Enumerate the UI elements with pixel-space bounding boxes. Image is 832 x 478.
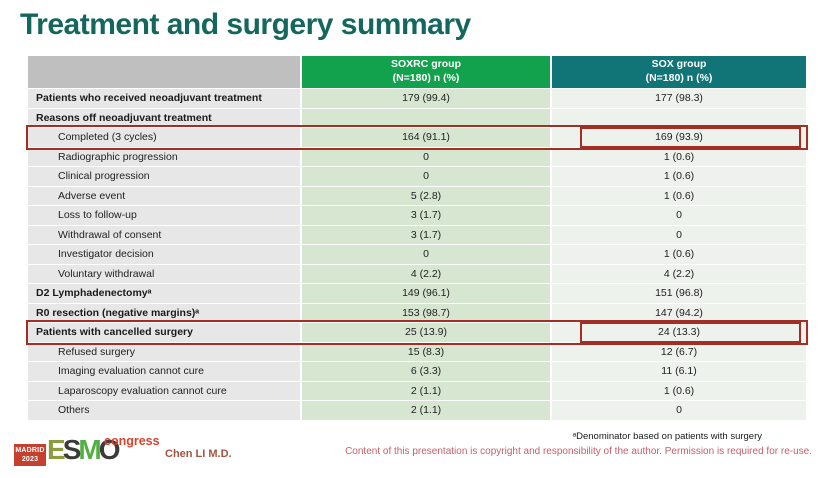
- soxrc-value-cell: 0: [302, 167, 550, 186]
- sox-value-cell: 151 (96.8): [552, 284, 806, 303]
- soxrc-value-cell: 2 (1.1): [302, 381, 550, 400]
- sox-value-cell: 11 (6.1): [552, 362, 806, 381]
- sox-group-subtitle: (N=180) n (%): [645, 72, 713, 84]
- esmo-letter: S: [62, 434, 82, 465]
- footer-right-block: ᵃDenominator based on patients with surg…: [345, 431, 812, 457]
- sox-value-cell: 1 (0.6): [552, 147, 806, 166]
- sox-value-cell: 0: [552, 206, 806, 225]
- table-header-corner-cell: [28, 56, 300, 88]
- row-label: Completed (3 cycles): [28, 128, 300, 147]
- soxrc-value-cell: 164 (91.1): [302, 128, 550, 147]
- soxrc-value-cell: 153 (98.7): [302, 303, 550, 322]
- venue-city: MADRID: [15, 446, 45, 454]
- table-row: Reasons off neoadjuvant treatment: [28, 108, 806, 127]
- soxrc-value-cell: 4 (2.2): [302, 264, 550, 283]
- soxrc-value-cell: 2 (1.1): [302, 401, 550, 420]
- sox-value-cell: 12 (6.7): [552, 342, 806, 361]
- table-row: Investigator decision 0 1 (0.6): [28, 245, 806, 264]
- row-label: Radiographic progression: [28, 147, 300, 166]
- soxrc-value-cell: [302, 108, 550, 127]
- row-label: Adverse event: [28, 186, 300, 205]
- sox-value-cell: 1 (0.6): [552, 167, 806, 186]
- table-row: R0 resection (negative margins)ᵃ 153 (98.…: [28, 303, 806, 322]
- row-label: Reasons off neoadjuvant treatment: [28, 108, 300, 127]
- row-label: Investigator decision: [28, 245, 300, 264]
- table-body: Patients who received neoadjuvant treatm…: [26, 89, 808, 420]
- soxrc-value-cell: 6 (3.3): [302, 362, 550, 381]
- table-row: Refused surgery 15 (8.3) 12 (6.7): [28, 342, 806, 361]
- esmo-congress-label: congress: [104, 434, 160, 448]
- summary-table: SOXRC group (N=180) n (%) SOX group (N=1…: [26, 56, 808, 420]
- author-name: Chen LI M.D.: [165, 448, 232, 460]
- soxrc-value-cell: 179 (99.4): [302, 89, 550, 108]
- row-label: Loss to follow-up: [28, 206, 300, 225]
- soxrc-value-cell: 0: [302, 147, 550, 166]
- table-row: D2 Lymphadenectomyᵃ 149 (96.1) 151 (96.8): [28, 284, 806, 303]
- row-label: D2 Lymphadenectomyᵃ: [28, 284, 300, 303]
- soxrc-value-cell: 15 (8.3): [302, 342, 550, 361]
- sox-group-name: SOX group: [651, 58, 707, 71]
- soxrc-group-name: SOXRC group: [391, 58, 461, 71]
- sox-value-cell: 177 (98.3): [552, 89, 806, 108]
- venue-year: 2023: [21, 456, 39, 463]
- sox-value-cell: [552, 108, 806, 127]
- soxrc-value-cell: 3 (1.7): [302, 206, 550, 225]
- row-label: Others: [28, 401, 300, 420]
- table-row: Adverse event 5 (2.8) 1 (0.6): [28, 186, 806, 205]
- sox-value-cell: 0: [552, 225, 806, 244]
- row-label: Laparoscopy evaluation cannot cure: [28, 381, 300, 400]
- sox-value-cell: 4 (2.2): [552, 264, 806, 283]
- table-row: Clinical progression 0 1 (0.6): [28, 167, 806, 186]
- row-label: Patients who received neoadjuvant treatm…: [28, 89, 300, 108]
- sox-value-cell: 147 (94.2): [552, 303, 806, 322]
- sox-value-cell: 1 (0.6): [552, 245, 806, 264]
- esmo-letter: O: [98, 434, 121, 465]
- esmo-letter: M: [78, 434, 101, 465]
- soxrc-value-cell: 149 (96.1): [302, 284, 550, 303]
- table-header-soxrc: SOXRC group (N=180) n (%): [302, 56, 550, 88]
- soxrc-value-cell: 25 (13.9): [302, 323, 550, 342]
- sox-value-cell: 1 (0.6): [552, 381, 806, 400]
- table-row: Laparoscopy evaluation cannot cure 2 (1.1…: [28, 381, 806, 400]
- row-label: Clinical progression: [28, 167, 300, 186]
- esmo-logo: ESMO: [47, 434, 121, 465]
- row-label: Voluntary withdrawal: [28, 264, 300, 283]
- denominator-footnote: ᵃDenominator based on patients with surg…: [572, 431, 762, 442]
- table-row: Withdrawal of consent 3 (1.7) 0: [28, 225, 806, 244]
- row-label: Imaging evaluation cannot cure: [28, 362, 300, 381]
- soxrc-value-cell: 5 (2.8): [302, 186, 550, 205]
- table-row: Loss to follow-up 3 (1.7) 0: [28, 206, 806, 225]
- row-label: Patients with cancelled surgery: [28, 323, 300, 342]
- soxrc-value-cell: 0: [302, 245, 550, 264]
- table-row: Imaging evaluation cannot cure 6 (3.3) 11 …: [28, 362, 806, 381]
- sox-value-cell: 0: [552, 401, 806, 420]
- slide-title: Treatment and surgery summary: [20, 8, 471, 41]
- sox-value-cell: 169 (93.9): [552, 127, 806, 147]
- sox-value-cell: 24 (13.3): [552, 322, 806, 342]
- soxrc-group-subtitle: (N=180) n (%): [392, 72, 460, 84]
- table-row: Voluntary withdrawal 4 (2.2) 4 (2.2): [28, 264, 806, 283]
- row-label: Refused surgery: [28, 342, 300, 361]
- esmo-letter: E: [47, 434, 66, 465]
- table-row: Patients with cancelled surgery 25 (13.9)…: [26, 320, 808, 344]
- table-header-sox: SOX group (N=180) n (%): [552, 56, 806, 88]
- table-row: Others 2 (1.1) 0: [28, 401, 806, 420]
- table-row: Completed (3 cycles) 164 (91.1) 169 (93.9): [26, 125, 808, 149]
- copyright-notice: Content of this presentation is copyrigh…: [345, 446, 812, 457]
- esmo-madrid-2023-badge: MADRID 2023: [14, 444, 46, 466]
- row-label: R0 resection (negative margins)ᵃ: [28, 303, 300, 322]
- soxrc-value-cell: 3 (1.7): [302, 225, 550, 244]
- table-row: Patients who received neoadjuvant treatm…: [28, 89, 806, 108]
- table-header-row: SOXRC group (N=180) n (%) SOX group (N=1…: [28, 56, 806, 88]
- sox-value-cell: 1 (0.6): [552, 186, 806, 205]
- table-row: Radiographic progression 0 1 (0.6): [28, 147, 806, 166]
- row-label: Withdrawal of consent: [28, 225, 300, 244]
